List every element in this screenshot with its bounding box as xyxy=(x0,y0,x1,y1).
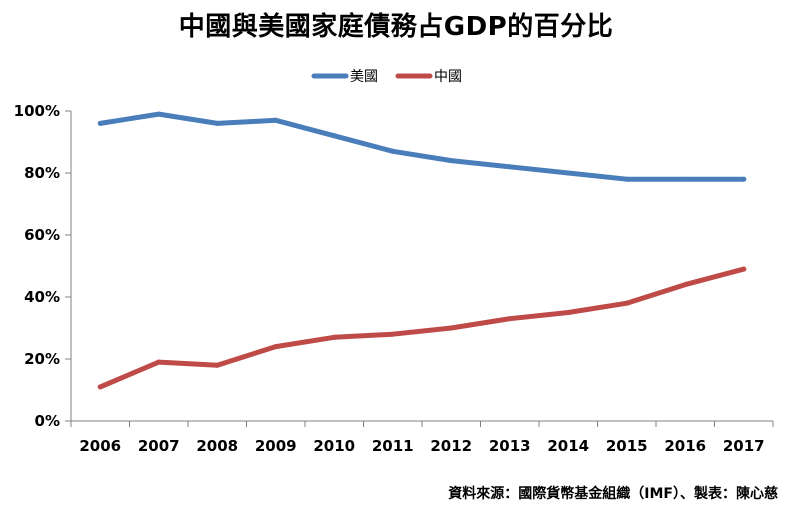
data-point xyxy=(156,359,162,365)
data-point xyxy=(97,384,103,390)
x-tick-label: 2016 xyxy=(664,437,706,455)
legend-label: 美國 xyxy=(350,69,378,85)
data-point xyxy=(682,176,688,182)
x-tick-label: 2010 xyxy=(313,437,355,455)
data-point xyxy=(507,316,513,322)
series-layer xyxy=(97,111,747,390)
y-tick-label: 60% xyxy=(24,226,60,244)
series-line-1 xyxy=(97,266,747,390)
data-point xyxy=(741,266,747,272)
data-point xyxy=(448,325,454,331)
data-point xyxy=(390,148,396,154)
y-tick-label: 40% xyxy=(24,288,60,306)
data-point xyxy=(624,176,630,182)
series-line-0 xyxy=(97,111,747,182)
x-tick-label: 2015 xyxy=(606,437,648,455)
x-tick-label: 2006 xyxy=(79,437,121,455)
x-tick-label: 2013 xyxy=(489,437,531,455)
data-point xyxy=(624,300,630,306)
x-tick-label: 2009 xyxy=(255,437,297,455)
data-point xyxy=(331,133,337,139)
y-tick-label: 100% xyxy=(14,102,60,120)
chart-axes: 0% 20% 40% 60% 80% 100% 2006 2007 2008 2009 2010 20… xyxy=(14,102,774,455)
data-point xyxy=(97,120,103,126)
y-tick-label: 0% xyxy=(35,412,60,430)
y-tick-label: 20% xyxy=(24,350,60,368)
data-point xyxy=(273,117,279,123)
x-tick-label: 2011 xyxy=(372,437,414,455)
data-point xyxy=(507,164,513,170)
data-point xyxy=(565,310,571,315)
legend: 美國 中國 xyxy=(311,69,462,85)
x-tick-label: 2014 xyxy=(547,437,589,455)
legend-label: 中國 xyxy=(434,69,462,85)
data-point xyxy=(214,120,220,126)
data-point xyxy=(565,170,571,176)
x-tick-label: 2012 xyxy=(430,437,472,455)
data-point xyxy=(273,344,279,350)
x-tick-label: 2008 xyxy=(196,437,238,455)
data-point xyxy=(331,334,337,340)
data-point xyxy=(741,176,747,182)
data-point xyxy=(448,158,454,164)
data-point xyxy=(390,331,396,337)
source-note: 資料來源：國際貨幣基金組織（IMF）、製表：陳心慈 xyxy=(448,486,778,502)
data-point xyxy=(682,282,688,288)
x-tick-label: 2017 xyxy=(723,437,765,455)
y-tick-label: 80% xyxy=(24,164,60,182)
data-point xyxy=(214,362,220,368)
x-tick-label: 2007 xyxy=(138,437,180,455)
chart-title: 中國與美國家庭債務占GDP的百分比 xyxy=(178,12,614,42)
data-point xyxy=(156,111,162,117)
